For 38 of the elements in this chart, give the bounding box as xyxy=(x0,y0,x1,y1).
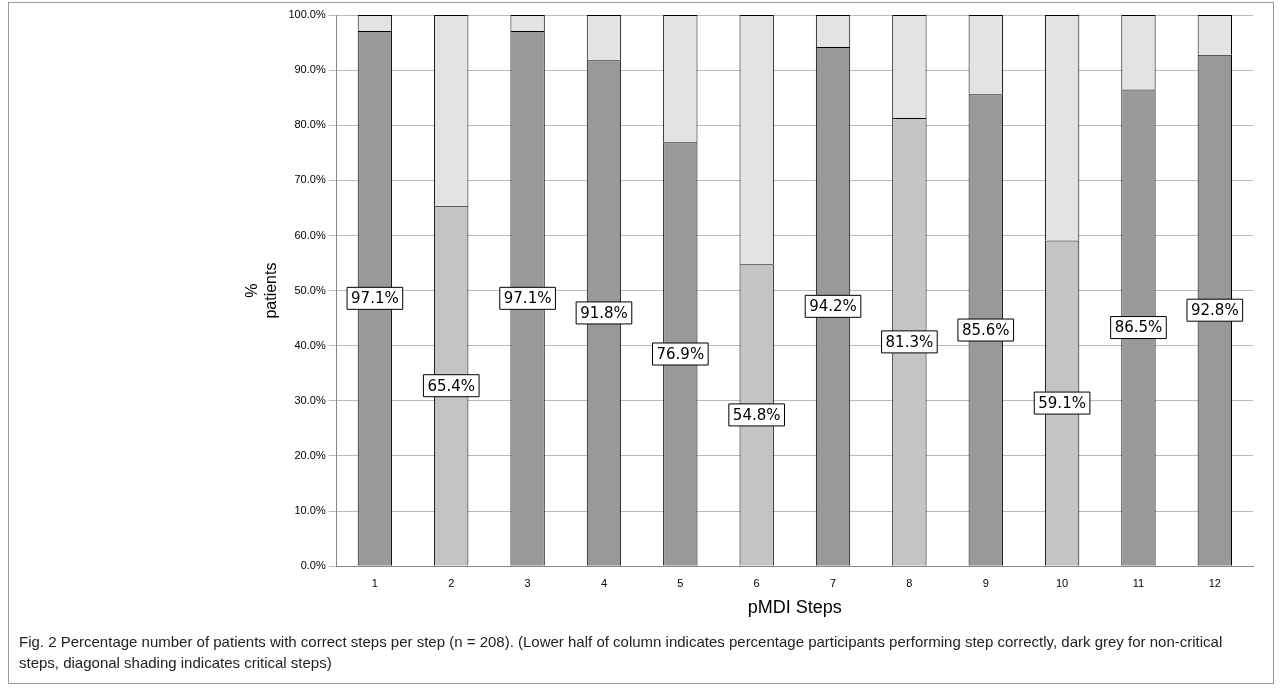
y-tick-label: 100.0% xyxy=(288,8,326,21)
y-axis-title: % patients xyxy=(243,262,280,319)
x-axis-title: pMDI Steps xyxy=(747,597,842,618)
x-tick-label: 5 xyxy=(677,576,684,589)
x-tick-label: 4 xyxy=(600,576,608,589)
y-tick-label: 0.0% xyxy=(300,559,326,572)
data-label: 97.1% xyxy=(503,289,552,308)
data-label: 81.3% xyxy=(885,332,934,351)
data-label: 91.8% xyxy=(580,303,628,322)
caption: Fig. 2 Percentage number of patients with correct steps per step (n = 208). (Lower half of column indicates percentage participants performing step correctly, dark grey for non-critical steps, diagonal shading indicates critical steps) xyxy=(19,632,1224,673)
data-label: 76.9% xyxy=(656,344,705,363)
data-label: 86.5% xyxy=(1114,318,1163,337)
x-tick-label: 7 xyxy=(829,576,837,589)
x-tick-label: 2 xyxy=(448,576,455,589)
x-tick-label: 3 xyxy=(524,576,531,589)
y-tick-label: 10.0% xyxy=(294,504,326,517)
data-label: 92.8% xyxy=(1190,301,1239,320)
y-tick-label: 60.0% xyxy=(294,228,326,241)
data-label: 59.1% xyxy=(1038,393,1086,412)
x-tick-label: 9 xyxy=(982,576,989,589)
data-label: 65.4% xyxy=(427,376,476,395)
x-tick-label: 8 xyxy=(906,576,913,589)
y-tick-label: 20.0% xyxy=(294,448,326,461)
y-tick-label: 80.0% xyxy=(294,118,326,131)
data-label: 85.6% xyxy=(961,320,1010,339)
x-tick-label: 6 xyxy=(753,576,760,589)
data-label: 97.1% xyxy=(351,289,399,308)
data-label: 54.8% xyxy=(732,405,781,424)
x-tick-label: 10 xyxy=(1055,576,1069,589)
y-tick-label: 70.0% xyxy=(294,173,326,186)
x-tick-label: 12 xyxy=(1208,576,1221,589)
y-tick-label: 50.0% xyxy=(294,283,326,296)
y-tick-label: 30.0% xyxy=(294,393,326,406)
x-tick-label: 11 xyxy=(1132,576,1145,589)
y-tick-label: 40.0% xyxy=(294,338,326,351)
x-tick-label: 1 xyxy=(371,576,378,589)
data-label: 94.2% xyxy=(809,297,857,316)
y-tick-label: 90.0% xyxy=(294,63,326,76)
